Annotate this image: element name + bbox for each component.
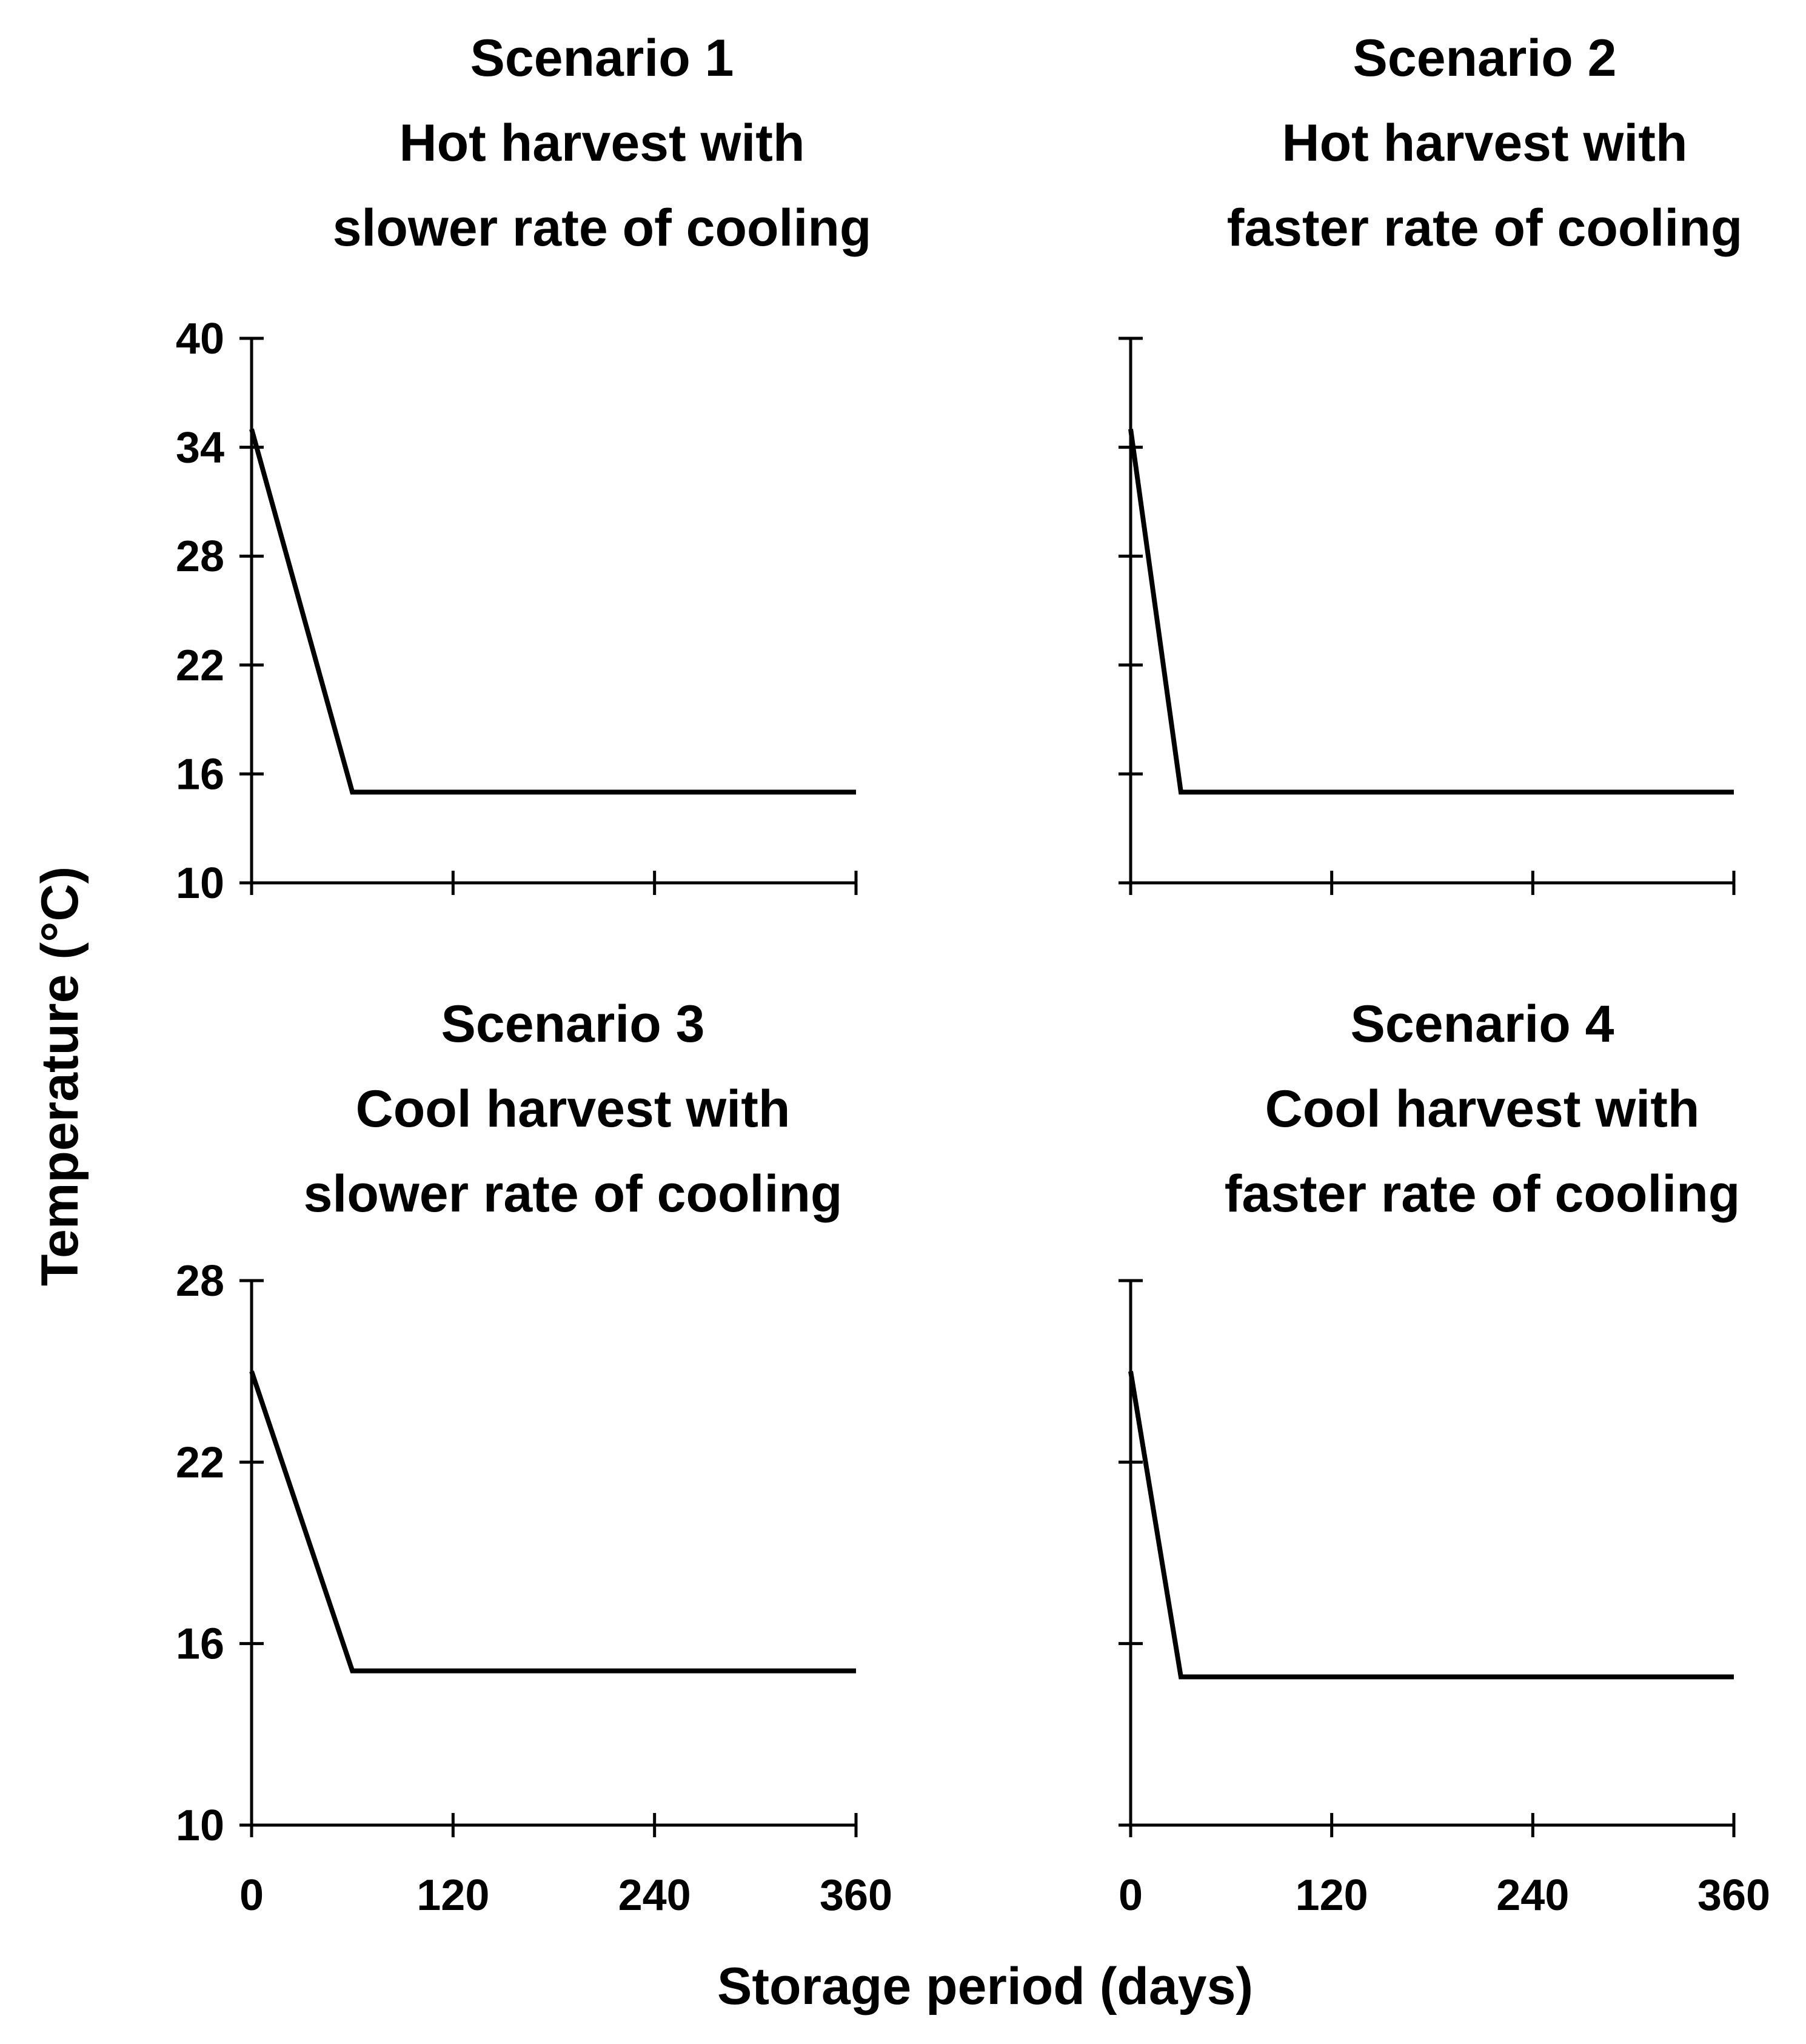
y-tick-label: 16 [176, 1620, 224, 1669]
panel-title-line: Scenario 2 [1353, 29, 1617, 87]
chart-panel-bottom-right: Scenario 4 Cool harvest with faster rate o… [1119, 995, 1770, 1920]
temperature-series-line [1128, 1371, 1734, 1680]
x-tick-label: 120 [416, 1871, 489, 1920]
y-tick-label: 10 [176, 1801, 224, 1850]
panel-title-line: Hot harvest with [400, 114, 805, 172]
panel-title-line: faster rate of cooling [1227, 199, 1743, 257]
panel-title-line: slower rate of cooling [333, 199, 872, 257]
temperature-series-line [1128, 429, 1734, 795]
y-tick-label: 40 [176, 315, 224, 363]
panel-title-line: Hot harvest with [1282, 114, 1688, 172]
panel-title-line: faster rate of cooling [1225, 1165, 1741, 1223]
chart-panel-top-right: Scenario 2 Hot harvest with faster rate of… [1119, 29, 1742, 895]
chart-panels: Scenario 1 Hot harvest with slower rate of… [176, 29, 1770, 1920]
x-tick-label: 0 [1119, 1871, 1143, 1920]
panel-title-line: slower rate of cooling [304, 1165, 843, 1223]
panel-title-line: Scenario 1 [470, 29, 734, 87]
x-tick-label: 240 [618, 1871, 691, 1920]
x-tick-label: 240 [1496, 1871, 1569, 1920]
panel-title-line: Cool harvest with [1265, 1080, 1700, 1138]
x-tick-label: 360 [820, 1871, 892, 1920]
y-tick-label: 28 [176, 1257, 224, 1305]
temperature-series-line [249, 1370, 856, 1674]
x-tick-label: 0 [239, 1871, 264, 1920]
y-tick-label: 22 [176, 642, 224, 690]
x-tick-label: 120 [1296, 1871, 1368, 1920]
x-axis-label: Storage period (days) [717, 1957, 1253, 2016]
y-axis-label: Temperature (°C) [31, 866, 89, 1286]
temperature-series-line [249, 428, 856, 795]
y-tick-label: 22 [176, 1438, 224, 1487]
y-tick-label: 28 [176, 532, 224, 581]
chart-panel-bottom-left: Scenario 3 Cool harvest with slower rate o… [176, 995, 892, 1920]
y-tick-label: 34 [176, 424, 224, 472]
panel-title-line: Scenario 4 [1351, 995, 1614, 1053]
chart-panel-top-left: Scenario 1 Hot harvest with slower rate of… [176, 29, 872, 908]
panel-title-line: Scenario 3 [441, 995, 705, 1053]
y-tick-label: 16 [176, 750, 224, 799]
panel-title-line: Cool harvest with [356, 1080, 791, 1138]
x-tick-label: 360 [1697, 1871, 1770, 1920]
y-tick-label: 10 [176, 859, 224, 908]
